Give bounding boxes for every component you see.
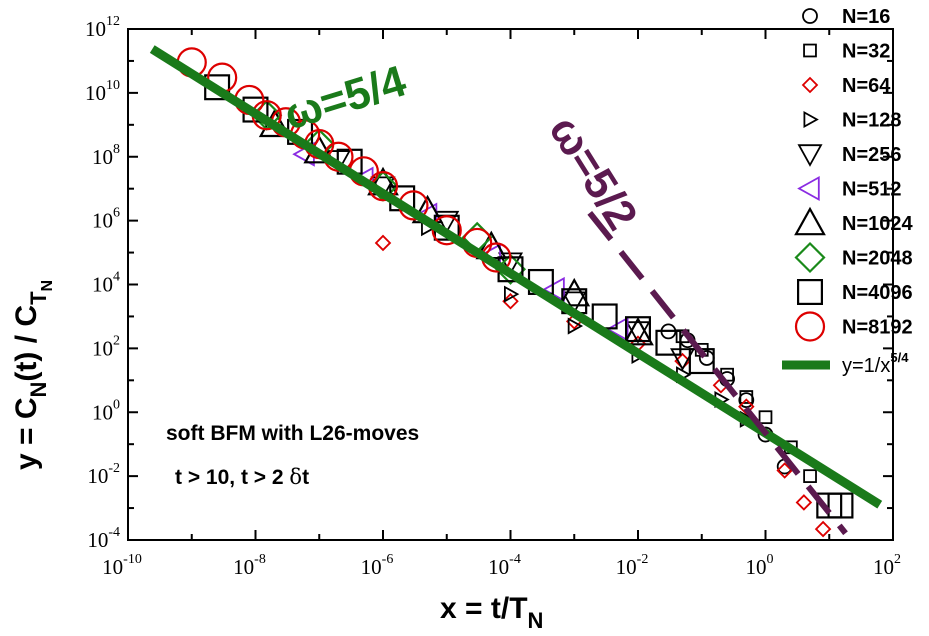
data-point [622,316,654,346]
legend-marker [794,241,826,274]
legend-label: N=32 [842,41,890,63]
x-tick-label: 10-2 [616,552,649,579]
data-point [776,462,793,479]
legend-marker [796,279,823,306]
data-point [758,410,773,425]
data-point [605,316,629,342]
y-tick-label: 104 [92,270,120,297]
legend-item-line: y=1/x5/4 [782,350,909,377]
y-tick-label: 100 [92,397,120,424]
legend-label: N=256 [842,144,902,166]
legend-label: N=128 [842,110,902,132]
data-point [624,316,651,343]
y-axis-label: y = CN(t) / CTN [10,280,56,470]
y-tick-label: 1010 [85,78,120,105]
data-point [827,492,854,519]
legend-label: N=8192 [842,317,913,339]
legend-marker [802,8,818,24]
y-tick-label: 102 [92,333,120,360]
annotation-line-1: soft BFM with L26-moves [166,422,419,445]
legend-item: N=1024 [794,206,913,236]
y-tick-label: 1012 [85,14,120,41]
data-point [567,317,584,335]
data-point [374,234,392,252]
x-tick-label: 10-8 [233,552,266,579]
legend-line-label: y=1/x5/4 [842,350,909,377]
x-tick-label: 102 [873,552,901,579]
series-n-32 [675,329,817,483]
data-point [814,520,832,538]
fit-line-purple [587,210,848,536]
y-tick-label: 10-2 [87,461,120,488]
legend-label: N=2048 [842,248,913,270]
data-point [738,392,755,409]
legend-marker [794,311,826,342]
legend-label: N=64 [842,75,891,97]
x-tick-label: 10-4 [488,552,521,579]
legend-marker [794,206,826,236]
x-tick-label: 10-10 [102,552,142,579]
legend-item: N=512 [797,175,902,202]
legend-item: N=2048 [794,241,913,274]
y-tick-label: 106 [92,206,120,233]
data-point [739,390,754,404]
legend-item: N=32 [803,41,890,63]
legend-item: N=64 [801,75,891,97]
legend-item: N=256 [797,144,902,167]
data-point [670,348,696,371]
legend-marker [797,175,820,202]
x-axis-label: x = t/TN [440,592,543,633]
data-point [803,469,817,483]
y-tick-label: 108 [92,142,120,169]
legend-item: N=128 [803,110,902,132]
omega-green-label: ω=5/4 [279,56,412,139]
data-point [561,291,587,315]
data-layer [149,45,883,538]
legend-label: N=1024 [842,213,913,235]
plot-area: 10-10 10-8 10-6 10-4 10-2 100 102 10-4 10-2 100 10… [85,14,901,579]
y-tick-label: 10-4 [87,525,120,552]
legend-marker [803,110,819,129]
data-point [558,277,591,307]
legend-item: N=8192 [794,311,913,342]
annotation-line-2: t > 10, t > 2 δt [175,465,309,489]
data-point [431,215,462,246]
data-point [625,321,651,344]
data-point [655,329,682,356]
omega-purple-label: ω=5/2 [540,107,647,238]
legend-marker [797,144,823,167]
legend: N=16 N=32 N=64 N=128 N=256 N=512 N=1024 N=2048 N… [782,6,913,377]
legend-label: N=512 [842,179,902,201]
data-point [503,285,520,303]
legend-label: N=4096 [842,282,913,304]
series-n-64 [374,234,832,538]
legend-item: N=16 [802,6,890,28]
x-tick-label: 100 [746,552,774,579]
legend-item: N=4096 [796,279,913,306]
data-point [502,292,519,310]
data-point [795,494,813,511]
legend-marker [801,76,819,94]
legend-label: N=16 [842,6,890,28]
x-tick-label: 10-6 [361,552,394,579]
legend-marker [803,43,817,58]
